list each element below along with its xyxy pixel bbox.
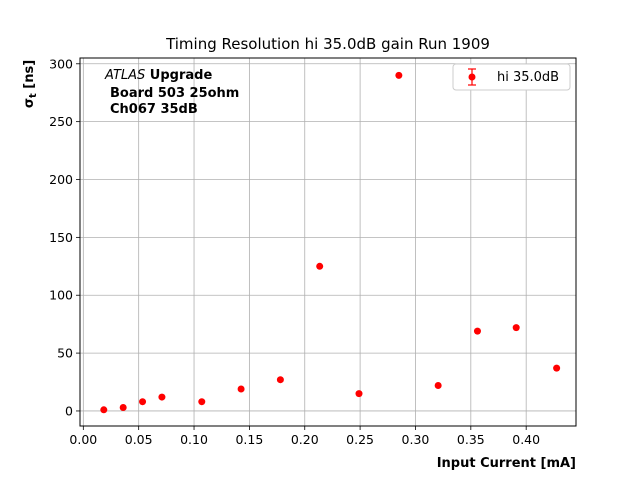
data-point [434,381,442,389]
y-tick-label: 250 [49,114,73,129]
chart-title: Timing Resolution hi 35.0dB gain Run 190… [165,35,490,53]
svg-text:ATLAS Upgrade: ATLAS Upgrade [104,68,212,83]
data-point [512,324,520,332]
y-tick-label: 100 [49,288,73,303]
y-tick-label: 300 [49,56,73,71]
y-axis-label: σt [ns] [22,60,39,108]
data-point [276,376,284,384]
legend-series-label: hi 35.0dB [497,70,559,85]
atlas-label: ATLAS [104,68,145,83]
x-tick-label: 0.30 [402,432,430,447]
legend-marker [468,73,476,81]
data-point [316,262,324,270]
data-point [139,398,147,406]
svg-text:σt [ns]: σt [ns] [22,60,39,108]
atlas-annotation: ATLAS Upgrade Board 503 25ohm Ch067 35dB [104,68,239,117]
data-point [237,385,245,393]
board-label: Board 503 25ohm [110,86,239,101]
channel-label: Ch067 35dB [110,102,198,117]
legend: hi 35.0dB [452,63,571,91]
data-point [119,403,127,411]
data-point [395,71,403,79]
data-point [553,364,561,372]
grid [80,58,576,426]
x-axis-label: Input Current [mA] [437,456,576,471]
axis-ticks: 0.00 0.05 0.10 0.15 0.20 0.25 0.30 0.35 0.40 0 50 1… [49,56,540,447]
upgrade-label: Upgrade [145,68,212,83]
x-tick-label: 0.05 [125,432,153,447]
y-tick-label: 150 [49,230,73,245]
y-axis-label-unit: [ns] [22,60,37,93]
plot-frame [79,57,577,427]
x-tick-label: 0.40 [512,432,540,447]
x-tick-label: 0.10 [180,432,208,447]
data-point [198,398,206,406]
data-point [473,327,481,335]
data-point [158,393,166,401]
y-tick-label: 200 [49,172,73,187]
y-tick-label: 50 [57,346,73,361]
data-point [355,390,363,398]
legend-box [452,63,571,91]
x-tick-label: 0.15 [235,432,263,447]
data-point [100,406,108,414]
data-points [100,71,561,414]
x-tick-label: 0.25 [346,432,374,447]
y-tick-label: 0 [65,403,73,418]
x-tick-label: 0.35 [457,432,485,447]
y-axis-label-symbol: σ [22,98,37,108]
x-tick-label: 0.00 [69,432,97,447]
y-axis-label-subscript: t [28,93,39,98]
x-tick-label: 0.20 [291,432,319,447]
